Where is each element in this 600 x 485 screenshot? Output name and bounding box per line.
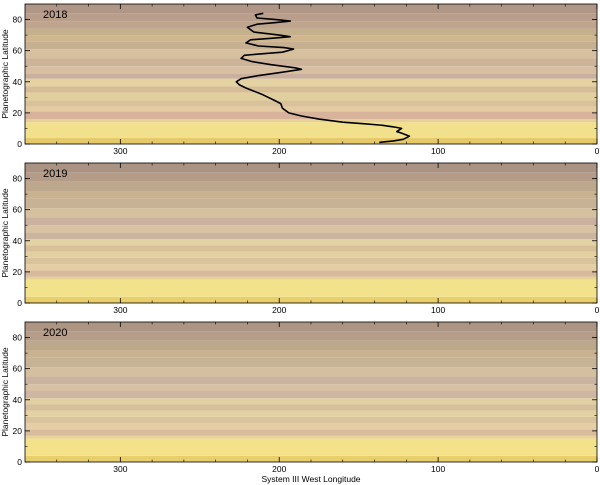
x-tick-label: 300 xyxy=(113,464,127,474)
band-33-37 xyxy=(25,245,597,252)
band-29-33 xyxy=(25,410,597,417)
band-21-25 xyxy=(25,423,597,430)
x-tick-label: 100 xyxy=(431,464,445,474)
band-61-67 xyxy=(25,198,597,209)
y-tick-label: 60 xyxy=(13,205,23,215)
y-tick-label: 20 xyxy=(13,108,23,118)
y-tick-label: 20 xyxy=(13,426,23,436)
band-84-90 xyxy=(25,322,597,332)
band-50-55 xyxy=(25,217,597,226)
x-tick-label: 0 xyxy=(595,305,600,315)
panel-year-label: 2018 xyxy=(43,9,67,21)
band-41-45 xyxy=(25,233,597,240)
x-tick-label: 300 xyxy=(113,146,127,156)
y-axis-label: Planetographic Latitude xyxy=(0,347,10,437)
latitude-bands xyxy=(25,4,597,144)
band-21-24 xyxy=(25,106,597,112)
panel-year-label: 2019 xyxy=(43,168,67,180)
band-4-14 xyxy=(25,122,597,138)
band-28-33 xyxy=(25,92,597,101)
y-tick-label: 20 xyxy=(13,267,23,277)
band-37-41 xyxy=(25,398,597,405)
x-tick-label: 100 xyxy=(431,146,445,156)
y-axis-label: Planetographic Latitude xyxy=(0,188,10,278)
y-tick-label: 40 xyxy=(13,395,23,405)
band-66-70 xyxy=(25,35,597,42)
band-55-61 xyxy=(25,367,597,377)
band-0-4 xyxy=(25,137,597,144)
band-55-61 xyxy=(25,208,597,218)
band-50-55 xyxy=(25,58,597,67)
latitude-bands xyxy=(25,322,597,462)
x-tick-label: 200 xyxy=(272,464,286,474)
band-25-29 xyxy=(25,416,597,424)
band-25-29 xyxy=(25,257,597,265)
y-tick-label: 80 xyxy=(13,174,23,184)
band-21-25 xyxy=(25,264,597,271)
band-78-84 xyxy=(25,331,597,341)
band-24-28 xyxy=(25,100,597,107)
x-tick-label: 100 xyxy=(431,305,445,315)
band-67-72 xyxy=(25,350,597,358)
band-29-33 xyxy=(25,251,597,258)
band-45-50 xyxy=(25,66,597,74)
band-72-78 xyxy=(25,181,597,191)
y-tick-label: 0 xyxy=(17,139,22,149)
y-tick-label: 80 xyxy=(13,333,23,343)
band-0-4 xyxy=(25,296,597,303)
y-tick-label: 0 xyxy=(17,457,22,467)
band-84-90 xyxy=(25,4,597,14)
zonal-wind-profile-line xyxy=(235,12,411,144)
band-17-21 xyxy=(25,429,597,436)
band-46-50 xyxy=(25,384,597,391)
band-33-37 xyxy=(25,86,597,93)
x-tick-label: 0 xyxy=(595,146,600,156)
band-33-37 xyxy=(25,404,597,411)
band-15-17 xyxy=(25,276,597,280)
band-61-66 xyxy=(25,41,597,50)
band-15-17 xyxy=(25,435,597,439)
y-tick-label: 0 xyxy=(17,298,22,308)
x-tick-label: 300 xyxy=(113,305,127,315)
y-tick-label: 60 xyxy=(13,364,23,374)
band-61-67 xyxy=(25,357,597,368)
band-45-50 xyxy=(25,225,597,233)
y-tick-label: 40 xyxy=(13,77,23,87)
band-50-55 xyxy=(25,376,597,385)
band-16-21 xyxy=(25,111,597,120)
band-14-16 xyxy=(25,119,597,123)
band-55-61 xyxy=(25,49,597,59)
band-4-15 xyxy=(25,438,597,456)
latitude-bands xyxy=(25,163,597,303)
x-tick-label: 200 xyxy=(272,305,286,315)
y-axis-label: Planetographic Latitude xyxy=(0,29,10,119)
band-72-78 xyxy=(25,340,597,350)
band-37-41 xyxy=(25,239,597,246)
x-axis-label: System III West Longitude xyxy=(261,474,360,484)
x-tick-label: 200 xyxy=(272,146,286,156)
x-tick-label: 0 xyxy=(595,464,600,474)
band-78-84 xyxy=(25,172,597,182)
band-84-90 xyxy=(25,163,597,173)
y-tick-label: 60 xyxy=(13,46,23,56)
band-4-15 xyxy=(25,279,597,297)
band-0-4 xyxy=(25,455,597,462)
band-74-79 xyxy=(25,21,597,29)
band-67-72 xyxy=(25,191,597,199)
band-79-84 xyxy=(25,13,597,22)
y-tick-label: 80 xyxy=(13,15,23,25)
y-tick-label: 40 xyxy=(13,236,23,246)
band-37-42 xyxy=(25,78,597,87)
panel-year-label: 2020 xyxy=(43,327,67,339)
band-42-45 xyxy=(25,74,597,79)
band-17-21 xyxy=(25,270,597,277)
band-41-46 xyxy=(25,390,597,399)
band-70-74 xyxy=(25,28,597,36)
